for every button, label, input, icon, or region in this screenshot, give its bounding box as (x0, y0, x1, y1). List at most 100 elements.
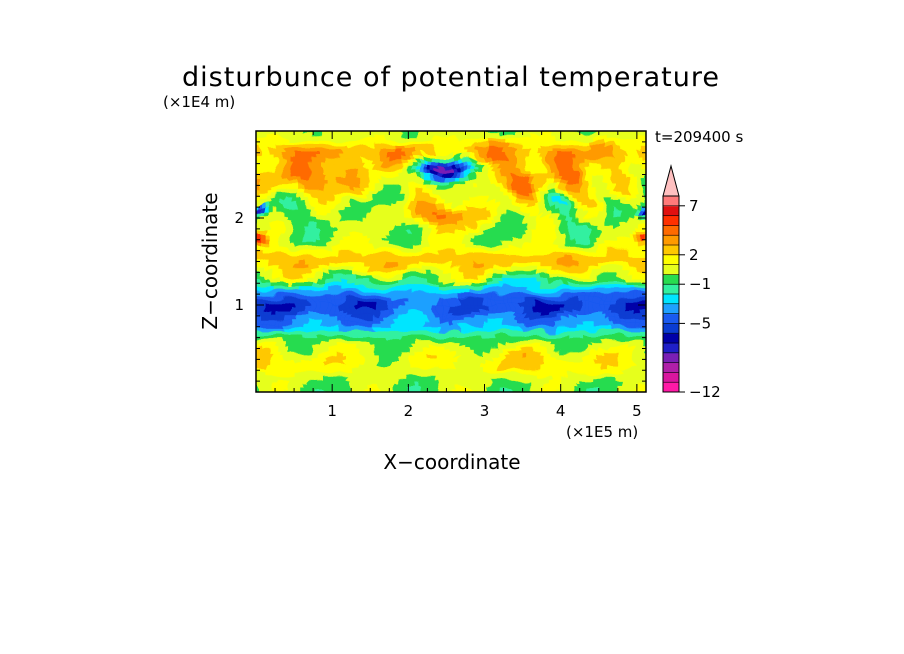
field-cell (410, 228, 416, 234)
field-cell (316, 326, 322, 332)
field-cell (300, 379, 306, 385)
field-cell (467, 371, 472, 377)
field-cell (422, 285, 428, 291)
field-cell (248, 347, 253, 352)
field-cell (244, 123, 249, 128)
field-cell (471, 200, 476, 206)
field-cell (373, 371, 379, 377)
field-cell (288, 232, 294, 238)
field-cell (280, 139, 286, 144)
field-cell (325, 167, 330, 173)
field-cell (439, 396, 444, 401)
field-cell (345, 330, 351, 336)
field-cell (394, 302, 399, 307)
field-cell (296, 212, 302, 218)
field-cell (483, 371, 489, 377)
field-cell (321, 290, 326, 295)
field-cell (248, 290, 253, 295)
field-cell (373, 294, 379, 299)
field-cell (479, 179, 485, 185)
field-cell (256, 228, 261, 234)
field-cell (430, 200, 436, 206)
field-cell (272, 204, 277, 210)
field-cell (487, 330, 493, 336)
field-cell (390, 302, 395, 307)
field-cell (357, 249, 363, 254)
field-cell (495, 314, 501, 320)
field-cell (520, 175, 525, 181)
field-cell (528, 290, 533, 295)
field-cell (256, 294, 261, 299)
field-cell (516, 249, 521, 254)
field-cell (390, 298, 395, 303)
field-cell (410, 269, 416, 275)
field-cell (317, 400, 322, 405)
field-cell (345, 184, 351, 189)
field-cell (256, 192, 261, 197)
field-cell (422, 359, 428, 365)
field-cell (394, 151, 399, 157)
field-cell (345, 400, 350, 405)
field-cell (426, 143, 432, 148)
field-cell (361, 249, 367, 254)
field-cell (297, 400, 302, 405)
field-cell (418, 338, 424, 344)
field-cell (422, 151, 428, 157)
field-cell (357, 155, 363, 161)
field-cell (451, 277, 456, 283)
field-cell (503, 228, 509, 234)
field-cell (463, 139, 468, 144)
field-cell (434, 184, 440, 189)
field-cell (386, 322, 391, 328)
field-cell (341, 269, 346, 275)
field-cell (503, 167, 509, 173)
field-cell (365, 188, 371, 193)
field-cell (292, 290, 298, 295)
field-cell (304, 367, 310, 373)
field-cell (471, 269, 476, 275)
field-cell (377, 159, 383, 165)
field-cell (308, 147, 314, 152)
field-cell (483, 261, 489, 267)
field-cell (325, 151, 330, 157)
field-cell (434, 257, 440, 263)
field-cell (406, 253, 411, 259)
field-cell (361, 241, 367, 246)
field-cell (455, 155, 460, 161)
field-cell (511, 330, 517, 336)
field-cell (434, 273, 440, 279)
field-cell (345, 314, 351, 320)
field-cell (410, 208, 416, 214)
field-cell (337, 192, 342, 197)
field-cell (528, 306, 533, 312)
field-cell (499, 363, 505, 369)
field-cell (442, 330, 448, 336)
field-cell (467, 245, 472, 250)
field-cell (398, 224, 403, 230)
field-cell (316, 355, 322, 360)
field-cell (410, 249, 416, 254)
field-cell (414, 322, 420, 328)
field-cell (300, 306, 306, 312)
field-cell (333, 383, 338, 389)
field-cell (495, 326, 501, 332)
field-cell (292, 375, 298, 381)
field-cell (483, 330, 489, 336)
field-cell (353, 135, 359, 140)
field-cell (252, 400, 257, 405)
field-cell (284, 306, 290, 312)
field-cell (337, 379, 342, 385)
field-cell (256, 163, 261, 169)
field-cell (377, 359, 383, 365)
field-cell (499, 143, 505, 148)
field-cell (487, 375, 493, 381)
field-cell (394, 326, 399, 332)
field-cell (256, 359, 261, 365)
field-cell (361, 159, 367, 165)
field-cell (471, 375, 476, 381)
field-cell (455, 273, 460, 279)
field-cell (390, 192, 395, 197)
field-cell (325, 379, 330, 385)
field-cell (418, 171, 424, 177)
field-cell (418, 343, 424, 348)
